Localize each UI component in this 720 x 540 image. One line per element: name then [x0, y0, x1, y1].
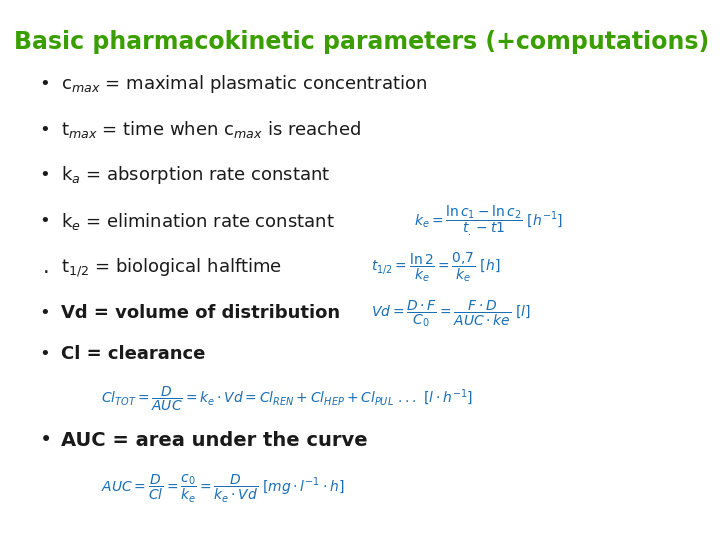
Text: t$_{max}$ = time when c$_{max}$ is reached: t$_{max}$ = time when c$_{max}$ is reach… [61, 119, 361, 140]
Text: •: • [40, 75, 50, 93]
Text: k$_{e}$ = elimination rate constant: k$_{e}$ = elimination rate constant [61, 211, 335, 232]
Text: •: • [40, 430, 52, 450]
Text: $AUC = \dfrac{D}{Cl} = \dfrac{c_0}{k_e} = \dfrac{D}{k_e \cdot Vd}\ [mg \cdot l^{: $AUC = \dfrac{D}{Cl} = \dfrac{c_0}{k_e} … [101, 472, 344, 505]
Text: $Vd = \dfrac{D \cdot F}{C_0} = \dfrac{F \cdot D}{AUC \cdot ke}\ [l]$: $Vd = \dfrac{D \cdot F}{C_0} = \dfrac{F … [371, 298, 531, 328]
Text: •: • [40, 166, 50, 185]
Text: t$_{1/2}$ = biological halftime: t$_{1/2}$ = biological halftime [61, 256, 282, 279]
Text: k$_{a}$ = absorption rate constant: k$_{a}$ = absorption rate constant [61, 165, 330, 186]
Text: Cl = clearance: Cl = clearance [61, 345, 206, 363]
Text: Vd = volume of distribution: Vd = volume of distribution [61, 304, 341, 322]
Text: AUC = area under the curve: AUC = area under the curve [61, 430, 368, 450]
Text: $Cl_{TOT} = \dfrac{D}{AUC} = k_e \cdot Vd = Cl_{REN} + Cl_{HEP} + Cl_{PUL}\ ...\: $Cl_{TOT} = \dfrac{D}{AUC} = k_e \cdot V… [101, 384, 473, 413]
Text: •: • [40, 345, 50, 363]
Text: c$_{max}$ = maximal plasmatic concentration: c$_{max}$ = maximal plasmatic concentrat… [61, 73, 428, 94]
Text: •: • [40, 120, 50, 139]
Text: •: • [40, 212, 50, 231]
Text: .: . [43, 257, 50, 278]
Text: Basic pharmacokinetic parameters (+computations): Basic pharmacokinetic parameters (+compu… [14, 30, 710, 53]
Text: $t_{1/2} = \dfrac{\ln 2}{k_e} = \dfrac{0{,}7}{k_e}\ [h]$: $t_{1/2} = \dfrac{\ln 2}{k_e} = \dfrac{0… [371, 251, 500, 284]
Text: •: • [40, 304, 50, 322]
Text: $k_e = \dfrac{\ln c_1 - \ln c_2}{t_. - t1}\ [h^{-1}]$: $k_e = \dfrac{\ln c_1 - \ln c_2}{t_. - t… [414, 204, 563, 239]
